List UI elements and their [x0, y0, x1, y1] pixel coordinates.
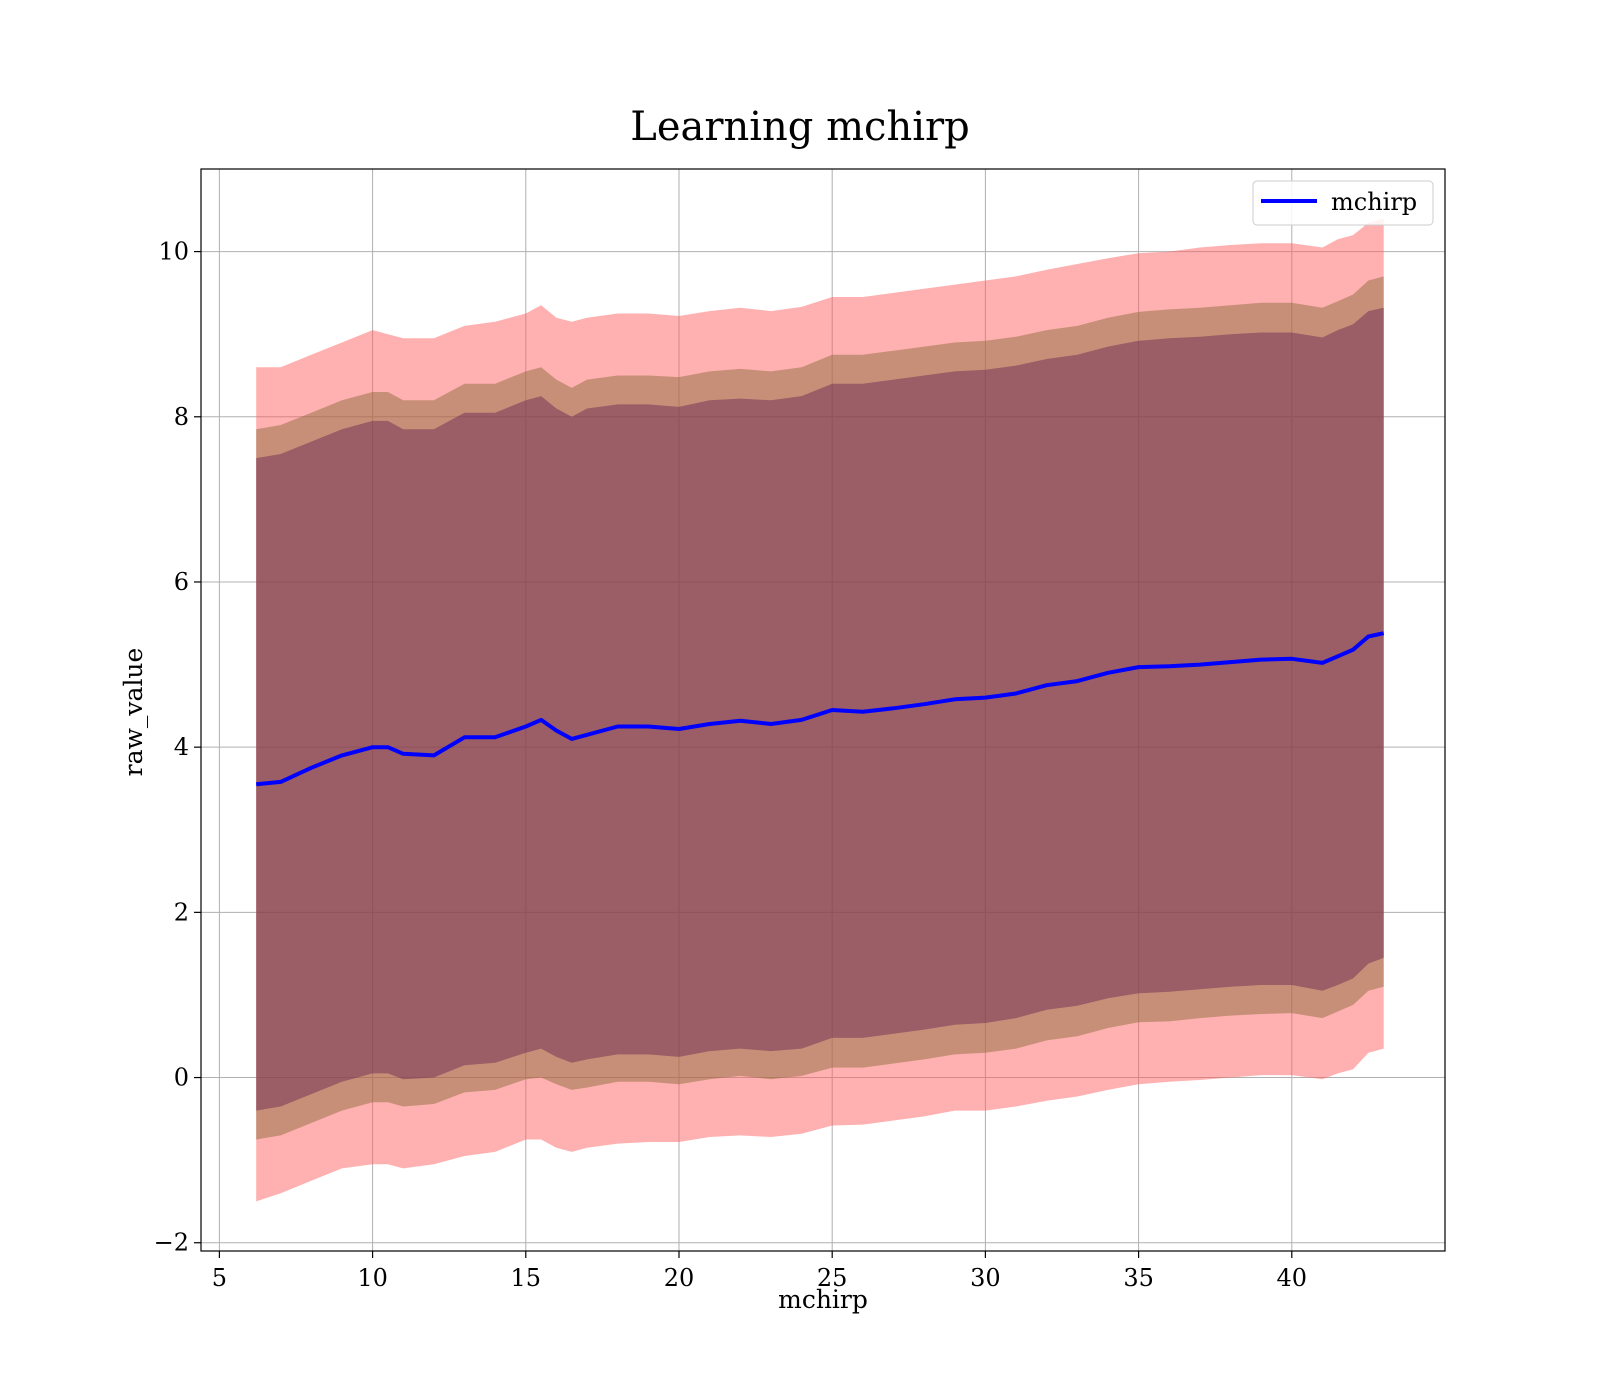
x-tick-label: 10	[357, 1264, 388, 1292]
x-axis-label: mchirp	[778, 1285, 868, 1314]
x-tick-label: 15	[511, 1264, 542, 1292]
uncertainty-band-3	[256, 307, 1384, 1111]
series-line-mchirp	[256, 631, 1385, 787]
line-layer	[256, 631, 1385, 787]
band-layer	[256, 218, 1384, 1202]
chart-title: Learning mchirp	[630, 104, 969, 150]
x-tick-label: 35	[1123, 1264, 1154, 1292]
x-tick-label: 40	[1277, 1264, 1308, 1292]
x-tick-label: 30	[970, 1264, 1001, 1292]
y-tick-label: −2	[154, 1229, 189, 1257]
legend: mchirp	[1252, 180, 1434, 226]
x-tick-label: 25	[817, 1264, 848, 1292]
axes-frame	[200, 168, 1446, 1252]
y-tick-label: 8	[174, 403, 189, 431]
y-tick-label: 2	[174, 898, 189, 926]
tick-layer: 5 10 15 20 25 30 35 40 −2 0 2 4 6 8 10	[154, 238, 1307, 1292]
legend-box	[1252, 180, 1434, 226]
y-tick-label: 0	[174, 1064, 189, 1092]
y-tick-label: 10	[158, 238, 189, 266]
legend-label: mchirp	[1331, 188, 1417, 216]
x-tick-label: 20	[664, 1264, 695, 1292]
y-tick-label: 4	[174, 733, 189, 761]
y-axis-label: raw_value	[119, 648, 148, 777]
x-tick-label: 5	[212, 1264, 227, 1292]
y-tick-label: 6	[174, 568, 189, 596]
